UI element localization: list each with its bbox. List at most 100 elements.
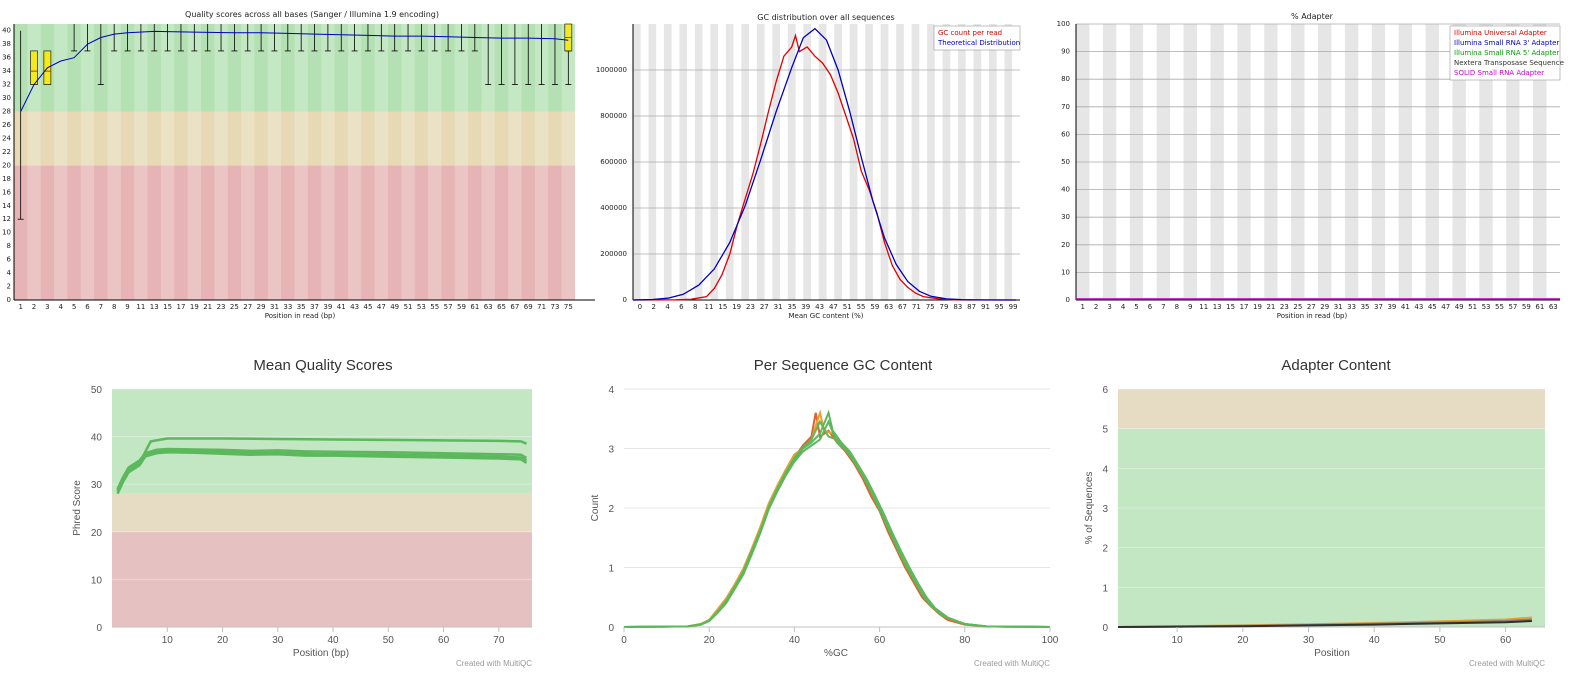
y-tick-label: 1 [1102, 583, 1108, 594]
x-tick-label: 11 [705, 303, 714, 311]
fastqc-adapter-legend: Illumina Universal Adapter Illumina Small… [1449, 25, 1564, 81]
y-tick-label: 0 [96, 623, 102, 634]
mqc-gc-y-ticks: 0 1 2 3 4 [608, 385, 614, 634]
y-tick-label: 2 [1102, 544, 1108, 555]
adapter-legend-entry-0: Illumina Universal Adapter [1454, 29, 1547, 37]
quality-stripe [160, 24, 175, 300]
x-tick-label: 11 [136, 303, 145, 311]
x-tick-label: 23 [1280, 303, 1289, 311]
x-tick-label: 41 [1401, 303, 1410, 311]
x-tick-label: 31 [1334, 303, 1343, 311]
x-tick-label: 15 [163, 303, 172, 311]
y-tick-label: 0 [623, 296, 627, 304]
mqc-gc-title: Per Sequence GC Content [754, 357, 933, 374]
y-tick-label: 0 [1066, 296, 1070, 304]
adapter-legend-entry-1: Illumina Small RNA 3' Adapter [1454, 39, 1559, 47]
x-tick-label: 75 [926, 303, 935, 311]
x-tick-label: 0 [638, 303, 642, 311]
y-tick-label: 28 [2, 108, 11, 116]
x-tick-label: 87 [967, 303, 976, 311]
x-tick-label: 9 [125, 303, 129, 311]
x-tick-label: 15 [718, 303, 727, 311]
fastqc-quality-background [13, 24, 595, 301]
y-tick-label: 26 [2, 121, 11, 129]
x-tick-label: 55 [430, 303, 439, 311]
y-tick-label: 22 [2, 148, 11, 156]
x-tick-label: 29 [257, 303, 266, 311]
mqc-adapter-marks [1117, 616, 1532, 628]
mean-quality-line-3 [116, 451, 528, 495]
x-tick-label: 19 [190, 303, 199, 311]
quality-stripe [454, 24, 469, 300]
x-tick-label: 0 [621, 635, 627, 646]
fastqc-adapter-y-ticks: 0 10 20 30 40 50 60 70 80 90 100 [1057, 20, 1070, 304]
x-tick-label: 2 [32, 303, 36, 311]
quality-stripe [54, 24, 68, 300]
x-tick-label: 6 [679, 303, 684, 311]
x-tick-label: 17 [1240, 303, 1249, 311]
x-tick-label: 33 [1347, 303, 1356, 311]
quality-stripe [508, 24, 522, 300]
x-tick-label: 2 [1094, 303, 1098, 311]
x-tick-label: 47 [377, 303, 386, 311]
gc-content-line-1 [623, 409, 1051, 628]
quality-stripe [428, 24, 442, 300]
quality-zone-0 [14, 165, 575, 300]
quality-zone-2 [14, 24, 575, 112]
mqc-gc-marks [623, 409, 1051, 628]
y-tick-label: 100 [1057, 20, 1070, 28]
x-tick-label: 70 [493, 635, 505, 646]
x-tick-label: 21 [203, 303, 212, 311]
x-tick-label: 43 [350, 303, 359, 311]
fastqc-quality-x-label: Position in read (bp) [265, 312, 336, 320]
x-tick-label: 71 [912, 303, 921, 311]
y-tick-label: 4 [7, 269, 12, 277]
fastqc-gc-legend: GC count per read Theoretical Distributio… [933, 25, 1021, 51]
quality-stripe [187, 24, 201, 300]
x-tick-label: 51 [843, 303, 852, 311]
x-tick-label: 91 [981, 303, 990, 311]
x-tick-label: 69 [524, 303, 533, 311]
y-tick-label: 2 [7, 283, 11, 291]
y-tick-label: 3 [1102, 504, 1108, 515]
x-tick-label: 35 [1361, 303, 1370, 311]
adapter-legend-entry-4: SOLID Small RNA Adapter [1454, 69, 1544, 77]
y-tick-label: 4 [608, 385, 614, 396]
y-tick-label: 0 [608, 623, 614, 634]
x-tick-label: 27 [760, 303, 769, 311]
x-tick-label: 31 [270, 303, 279, 311]
mqc-gc-background [624, 388, 1050, 628]
gc-content-line-0 [623, 412, 1051, 628]
y-tick-label: 20 [1061, 241, 1070, 249]
box [30, 50, 38, 85]
fastqc-quality-title: Quality scores across all bases (Sanger … [185, 10, 439, 19]
x-tick-label: 39 [1387, 303, 1396, 311]
gc-content-line-4 [623, 419, 1051, 628]
y-tick-label: 400000 [600, 204, 627, 212]
mqc-adapter-x-ticks: 10 20 30 40 50 60 [1172, 627, 1512, 646]
y-tick-label: 1 [608, 564, 614, 575]
y-tick-label: 200000 [600, 250, 627, 258]
y-tick-label: 40 [91, 433, 103, 444]
band-1 [1118, 389, 1545, 429]
y-tick-label: 0 [1102, 623, 1108, 634]
x-tick-label: 55 [1495, 303, 1504, 311]
quality-stripe [401, 24, 415, 300]
x-tick-label: 59 [870, 303, 879, 311]
fastqc-gc-x-ticks: 0 2 4 6 8 11 15 19 23 27 31 35 39 43 47 51 55 59 63 67 71 75 7… [638, 303, 1018, 311]
x-tick-label: 59 [457, 303, 466, 311]
fastqc-gc-y-ticks: 0 200000 400000 600000 800000 1000000 [596, 66, 627, 304]
x-tick-label: 29 [1320, 303, 1329, 311]
quality-stripe [534, 24, 549, 300]
y-tick-label: 20 [2, 161, 11, 169]
x-tick-label: 2 [651, 303, 655, 311]
x-tick-label: 6 [85, 303, 90, 311]
x-tick-label: 25 [230, 303, 239, 311]
mqc-adapter-x-label: Position [1314, 648, 1350, 659]
fastqc-adapter-x-ticks: 1 2 3 4 5 6 7 8 9 11 13 15 17 19 21 23 25 27 29 31 33 35 37 39 4… [1080, 303, 1557, 311]
mqc-mean-quality-marks [116, 437, 528, 495]
x-tick-label: 37 [310, 303, 319, 311]
quality-stripe [347, 24, 362, 300]
mqc-mean-quality-x-label: Position (bp) [293, 648, 349, 659]
